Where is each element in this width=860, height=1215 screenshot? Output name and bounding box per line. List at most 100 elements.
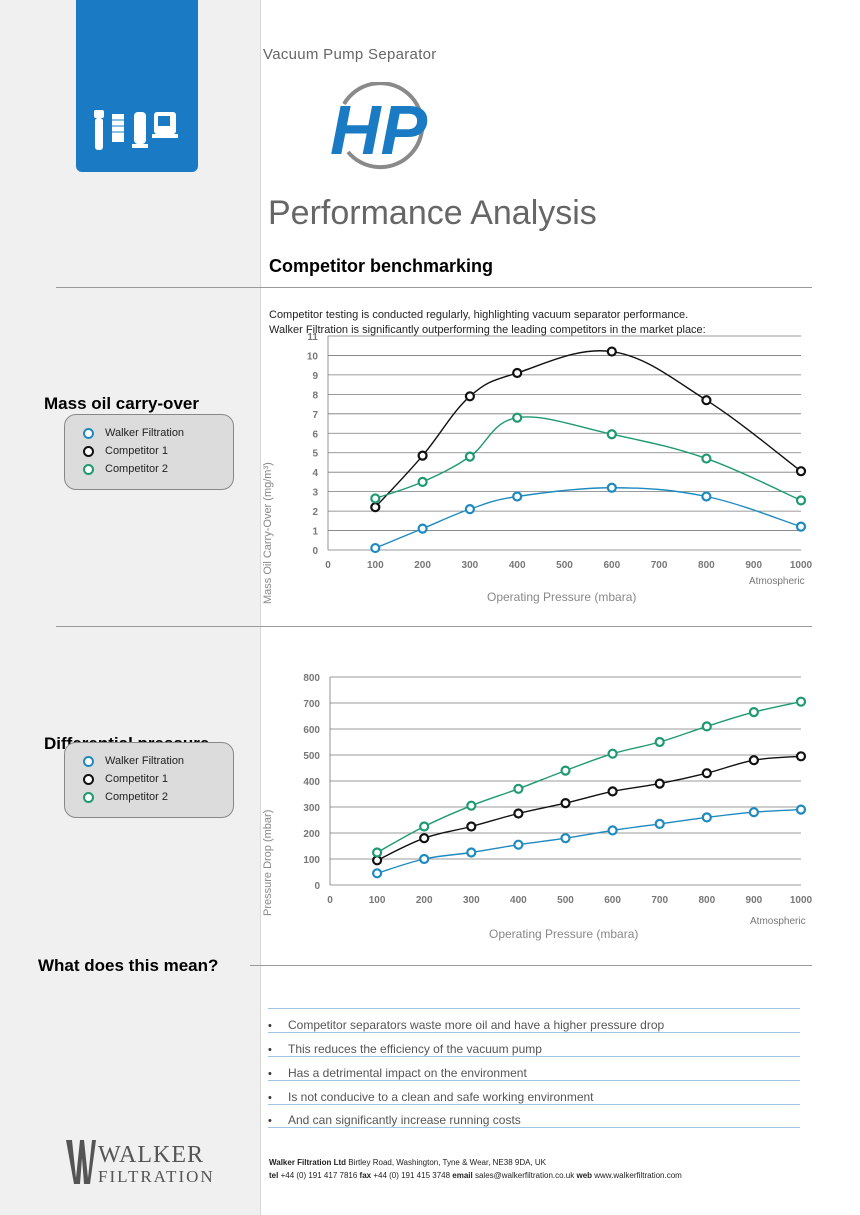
- mass-oil-y-tick-label: 5: [312, 449, 318, 460]
- diff-pressure-y-title: Pressure Drop (mbar): [262, 809, 274, 916]
- diff-pressure-competitor2-line: [376, 701, 802, 854]
- diff-pressure-x-tick-label: 1000: [790, 895, 813, 906]
- section-title: Competitor benchmarking: [269, 256, 494, 276]
- diff-pressure-x-tick-label: 900: [746, 895, 763, 906]
- legend-item-competitor2: Competitor 2: [83, 791, 168, 803]
- diff-pressure-walker-point: [419, 853, 430, 865]
- divider: [56, 287, 812, 288]
- mass-oil-x-tick-label: 600: [603, 560, 620, 571]
- diff-pressure-competitor1-line: [376, 755, 802, 861]
- mass-oil-x-tick-label: 200: [414, 560, 431, 571]
- bullet-icon: •: [268, 1092, 272, 1104]
- diff-pressure-competitor2-point: [466, 800, 477, 811]
- diff-pressure-x-title: Operating Pressure (mbara): [489, 927, 639, 941]
- diff-pressure-competitor2-point: [607, 748, 618, 759]
- bullet-icon: •: [268, 1044, 272, 1056]
- diff-pressure-chart: 0 100 200 300 400 500 600 700 800 0 100 200 300 400 50…: [303, 673, 813, 906]
- diff-pressure-walker-point: [607, 825, 618, 836]
- diff-pressure-walker-point: [513, 839, 524, 850]
- competitor1-marker-icon: [83, 773, 94, 785]
- mass-oil-walker-point: [512, 491, 523, 502]
- diff-pressure-y-tick-label: 0: [314, 881, 320, 892]
- competitor2-marker-icon: [83, 791, 94, 803]
- diff-pressure-x-tick-label: 100: [369, 895, 386, 906]
- diff-pressure-y-tick-label: 500: [303, 751, 320, 762]
- divider: [250, 965, 812, 966]
- mass-oil-atmospheric-label: Atmospheric: [749, 576, 805, 587]
- diff-pressure-y-tick-label: 100: [303, 855, 320, 866]
- diff-pressure-x-tick-label: 800: [698, 895, 715, 906]
- mass-oil-y-tick-label: 7: [312, 410, 318, 421]
- diff-pressure-competitor1-point: [701, 768, 712, 779]
- legend-item-competitor1: Competitor 1: [83, 445, 168, 457]
- diff-pressure-walker-point: [748, 807, 759, 818]
- mass-oil-x-tick-label: 1000: [790, 560, 813, 571]
- mass-oil-competitor1-point: [417, 450, 428, 461]
- mass-oil-y-tick-label: 10: [307, 351, 319, 362]
- mass-oil-x-tick-label: 300: [462, 560, 479, 571]
- mass-oil-x-tick-label: 800: [698, 560, 715, 571]
- mass-oil-competitor2-point: [795, 495, 807, 506]
- mass-oil-x-tick-label: 500: [556, 560, 573, 571]
- mass-oil-x-tick-label: 100: [367, 560, 384, 571]
- footer-fax-label: fax: [359, 1171, 372, 1180]
- diff-pressure-atmospheric-label: Atmospheric: [750, 916, 806, 927]
- divider: [56, 626, 812, 627]
- list-item: • This reduces the efficiency of the vacu…: [268, 1032, 800, 1056]
- bullet-icon: •: [268, 1068, 272, 1080]
- legend-label: Competitor 2: [105, 463, 168, 475]
- diff-pressure-x-tick-label: 700: [651, 895, 668, 906]
- diff-pressure-competitor1-point: [513, 808, 524, 819]
- mass-oil-competitor2-point: [370, 493, 381, 504]
- diff-pressure-x-tick-label: 200: [416, 895, 433, 906]
- meaning-list: • Competitor separators waste more oil an…: [268, 1008, 800, 1128]
- intro-text: Competitor testing is conducted regularl…: [269, 308, 829, 338]
- mass-oil-x-tick-label: 700: [651, 560, 668, 571]
- mass-oil-walker-point: [370, 542, 381, 554]
- mass-oil-heading: Mass oil carry-over: [44, 394, 199, 413]
- diff-pressure-competitor1-point: [795, 751, 807, 762]
- list-item: • Is not conducive to a clean and safe wo…: [268, 1080, 800, 1104]
- bullet-icon: •: [268, 1020, 272, 1032]
- walker-marker-icon: [83, 755, 94, 767]
- footer-email[interactable]: sales@walkerfiltration.co.uk: [472, 1171, 577, 1180]
- walker-logo-line1: WALKER: [98, 1142, 204, 1168]
- legend-item-competitor2: Competitor 2: [83, 463, 168, 475]
- intro-line-2: Walker Filtration is significantly outpe…: [269, 324, 706, 336]
- diff-pressure-competitor2-point: [654, 736, 665, 748]
- mass-oil-competitor2-point: [512, 412, 523, 423]
- diff-pressure-legend: Walker Filtration Competitor 1 Competito…: [64, 742, 234, 818]
- list-item-text: Competitor separators waste more oil and…: [288, 1018, 665, 1032]
- mass-oil-competitor1-point: [701, 395, 712, 406]
- legend-label: Competitor 2: [105, 791, 168, 803]
- mass-oil-competitor2-point: [464, 451, 475, 462]
- mass-oil-y-tick-label: 9: [312, 371, 318, 382]
- legend-item-walker: Walker Filtration: [83, 755, 184, 767]
- mass-oil-x-tick-label: 400: [509, 560, 526, 571]
- meaning-heading: What does this mean?: [38, 956, 219, 975]
- mass-oil-competitor1-point: [464, 391, 475, 402]
- mass-oil-legend: Walker Filtration Competitor 1 Competito…: [64, 414, 234, 490]
- mass-oil-y-tick-label: 3: [312, 488, 318, 499]
- diff-pressure-competitor2-point: [560, 765, 571, 776]
- hp-logo: HP: [330, 82, 428, 170]
- list-item-text: Has a detrimental impact on the environm…: [288, 1066, 527, 1080]
- diff-pressure-walker-point: [371, 868, 383, 879]
- footer-email-label: email: [452, 1171, 473, 1180]
- competitor1-marker-icon: [83, 445, 94, 457]
- diff-pressure-y-tick-label: 800: [303, 673, 320, 684]
- diff-pressure-competitor2-point: [419, 821, 430, 832]
- mass-oil-y-tick-label: 11: [307, 332, 318, 343]
- footer-web[interactable]: www.walkerfiltration.com: [592, 1171, 682, 1180]
- list-item-text: This reduces the efficiency of the vacuu…: [288, 1042, 542, 1056]
- mass-oil-competitor2-point: [417, 476, 428, 488]
- mass-oil-y-tick-label: 0: [312, 546, 318, 557]
- mass-oil-competitor1-point: [795, 466, 807, 477]
- page-title: Performance Analysis: [268, 194, 597, 232]
- intro-line-1: Competitor testing is conducted regularl…: [269, 309, 689, 321]
- mass-oil-y-tick-label: 4: [312, 468, 318, 479]
- diff-pressure-competitor1-point: [654, 778, 665, 789]
- mass-oil-chart: 0 1 2 3 4 5 6 7 8 9 10 11 0 100 200 300 400 500 600 700 800 9…: [307, 332, 813, 571]
- mass-oil-walker-line: [375, 487, 802, 549]
- diff-pressure-competitor2-point: [371, 847, 383, 858]
